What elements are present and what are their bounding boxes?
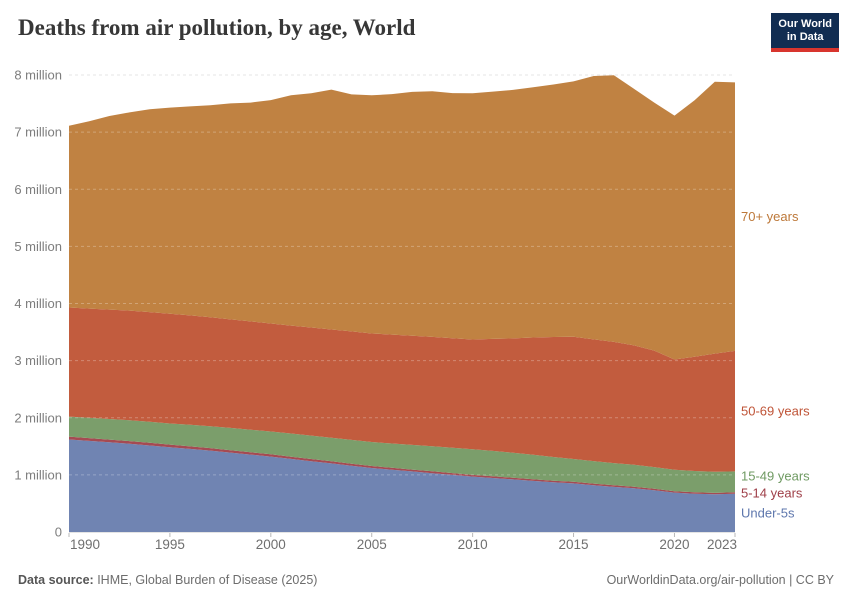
y-axis-label: 0	[55, 525, 62, 540]
gridlines-overlay	[69, 74, 735, 476]
area-5-14-years[interactable]	[69, 436, 735, 495]
y-axis-label: 4 million	[14, 296, 62, 311]
area-under-5s[interactable]	[69, 439, 735, 533]
x-axis: 1990 1995 2000 2005 2010 2015 2020 2023	[68, 533, 737, 552]
data-source-label: Data source:	[18, 573, 94, 587]
area-50-69-years[interactable]	[69, 307, 735, 472]
x-axis-label: 2000	[256, 537, 286, 552]
data-source-text: IHME, Global Burden of Disease (2025)	[93, 573, 318, 587]
owid-logo[interactable]: Our World in Data	[771, 13, 839, 52]
x-axis-label: 2020	[659, 537, 689, 552]
x-axis-label: 2015	[559, 537, 589, 552]
x-axis-label: 1995	[155, 537, 185, 552]
y-axis-label: 5 million	[14, 239, 62, 254]
legend-label-50-69-years[interactable]: 50-69 years	[741, 404, 810, 419]
x-axis-label: 2005	[357, 537, 387, 552]
y-axis-label: 2 million	[14, 410, 62, 425]
area-15-49-years[interactable]	[69, 416, 735, 493]
y-axis-label: 6 million	[14, 182, 62, 197]
data-source-note: Data source: IHME, Global Burden of Dise…	[18, 573, 317, 587]
area-70-years[interactable]	[69, 75, 735, 360]
y-axis-label: 3 million	[14, 353, 62, 368]
logo-line2: in Data	[786, 31, 824, 43]
y-axis-label: 7 million	[14, 125, 62, 140]
legend-label-15-49-years[interactable]: 15-49 years	[741, 469, 810, 484]
y-axis: 0 1 million 2 million 3 million 4 million 5 m…	[14, 68, 62, 540]
chart-title: Deaths from air pollution, by age, World	[18, 15, 416, 40]
y-axis-label: 8 million	[14, 68, 62, 83]
x-axis-label: 2010	[458, 537, 488, 552]
logo-line1: Our World	[778, 18, 832, 30]
legend-label-5-14-years[interactable]: 5-14 years	[741, 486, 803, 501]
x-axis-label: 1990	[70, 537, 100, 552]
y-axis-label: 1 million	[14, 467, 62, 482]
legend-label-under-5s[interactable]: Under-5s	[741, 505, 795, 520]
owid-citation-link[interactable]: OurWorldinData.org/air-pollution | CC BY	[606, 573, 834, 587]
series-legend: Under-5s 5-14 years 15-49 years 50-69 years…	[741, 209, 810, 520]
x-axis-label: 2023	[707, 537, 737, 552]
chart-footer: Data source: IHME, Global Burden of Dise…	[18, 573, 834, 587]
area-series	[69, 75, 735, 532]
legend-label-70-years[interactable]: 70+ years	[741, 209, 799, 224]
